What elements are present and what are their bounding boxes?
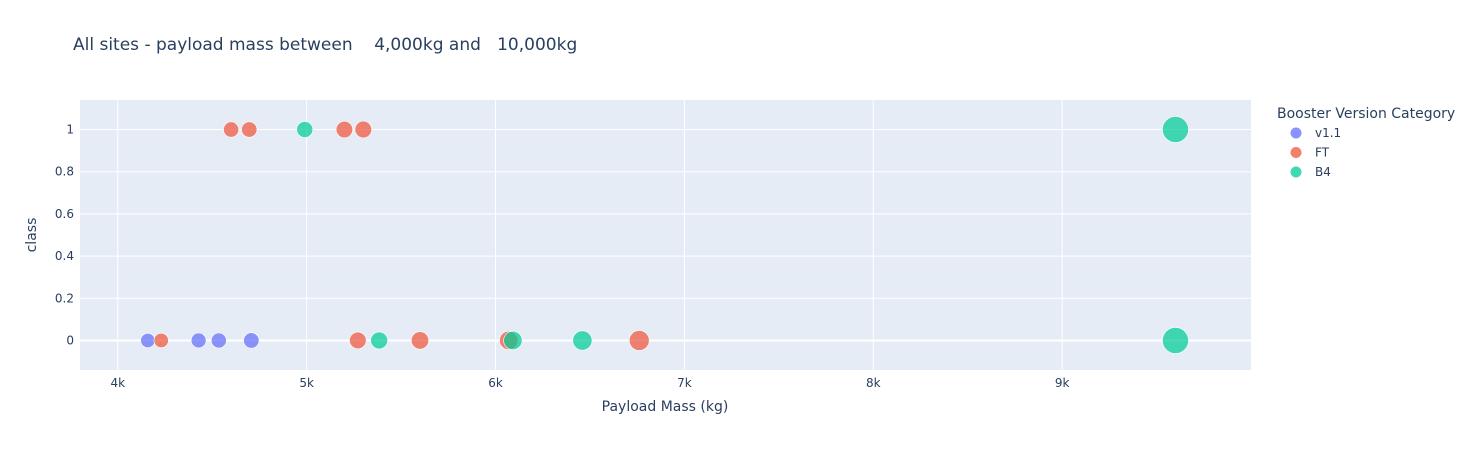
data-point <box>370 331 388 350</box>
data-point <box>210 332 227 349</box>
y-tick-label: 0.8 <box>55 165 74 179</box>
data-point <box>349 331 367 350</box>
data-point <box>140 332 156 348</box>
chart-title: All sites - payload mass between 4,000kg… <box>73 35 577 55</box>
legend-label: FT <box>1315 146 1330 160</box>
data-point <box>410 331 430 350</box>
legend-label: B4 <box>1315 165 1331 179</box>
y-axis-title: class <box>24 218 40 253</box>
legend-label: v1.1 <box>1315 126 1341 140</box>
data-point <box>243 332 260 349</box>
y-tick-label: 0.6 <box>55 207 74 221</box>
x-tick-label: 8k <box>866 376 881 390</box>
legend-marker <box>1290 147 1302 158</box>
data-point <box>1162 327 1189 354</box>
data-point <box>190 332 207 349</box>
data-point <box>1162 116 1189 143</box>
legend-title: Booster Version Category <box>1277 106 1455 122</box>
data-point <box>354 120 373 139</box>
data-point <box>503 330 523 351</box>
y-tick-label: 0.4 <box>55 249 74 263</box>
data-point <box>628 330 650 351</box>
plot-area: 4k 5k 6k 7k 8k 9k 0 0.2 0.4 0.6 0.8 1 <box>55 100 1251 390</box>
y-tick-label: 0 <box>66 333 74 347</box>
x-tick-label: 7k <box>677 376 692 390</box>
plot-background <box>80 100 1251 370</box>
data-point <box>223 121 240 138</box>
x-tick-label: 9k <box>1055 376 1070 390</box>
data-point <box>335 120 354 139</box>
y-tick-label: 0.2 <box>55 291 74 305</box>
x-tick-label: 4k <box>110 376 125 390</box>
legend: Booster Version Category v1.1 FT B4 <box>1277 106 1455 179</box>
x-tick-label: 5k <box>299 376 314 390</box>
data-point <box>241 121 258 138</box>
data-point <box>153 332 169 349</box>
legend-marker <box>1290 127 1302 139</box>
y-tick-label: 1 <box>66 123 74 137</box>
series-b4 <box>296 116 1189 354</box>
data-point <box>572 330 593 351</box>
x-axis-title: Payload Mass (kg) <box>602 399 729 415</box>
x-tick-label: 6k <box>488 376 503 390</box>
series-v1-1 <box>140 332 260 349</box>
data-point <box>296 121 314 138</box>
legend-marker <box>1290 166 1302 178</box>
